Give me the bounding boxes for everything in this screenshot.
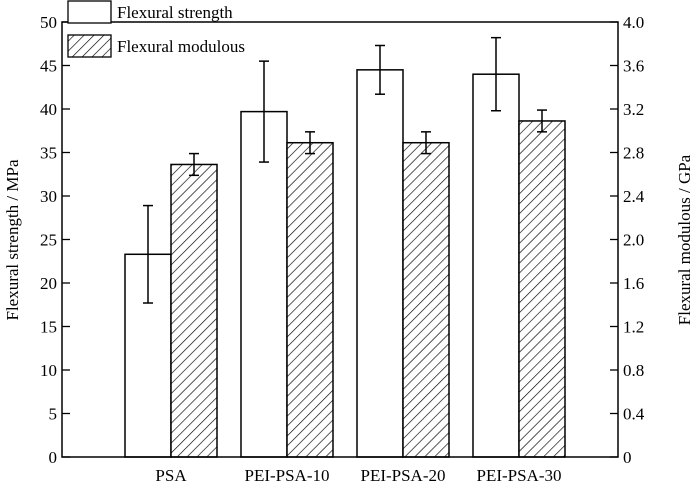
bar-flexural-strength bbox=[472, 73, 520, 458]
right-tick-label: 1.6 bbox=[623, 274, 644, 293]
category-label: PSA bbox=[155, 466, 187, 485]
left-tick-label: 35 bbox=[40, 144, 57, 163]
right-axis-title: Flexural modulous / GPa bbox=[675, 154, 694, 325]
legend-swatch-flexural-strength bbox=[67, 0, 112, 24]
left-tick-label: 5 bbox=[49, 405, 58, 424]
right-tick-label: 2.0 bbox=[623, 231, 644, 250]
category-labels: PSA PEI-PSA-10 PEI-PSA-20 PEI-PSA-30 bbox=[155, 466, 561, 485]
right-tick-label: 1.2 bbox=[623, 318, 644, 337]
left-axis-ticks: 0 5 10 15 20 25 30 35 40 45 50 bbox=[40, 13, 70, 467]
left-tick-label: 15 bbox=[40, 318, 57, 337]
right-tick-label: 3.2 bbox=[623, 100, 644, 119]
left-axis-title: Flexural strength / MPa bbox=[3, 159, 22, 320]
error-bar bbox=[259, 60, 269, 163]
bar-flexural-modulous bbox=[518, 120, 566, 458]
category-label: PEI-PSA-10 bbox=[244, 466, 329, 485]
error-bar bbox=[491, 36, 501, 112]
bar-flexural-modulous bbox=[402, 141, 450, 458]
left-tick-label: 10 bbox=[40, 361, 57, 380]
legend-label-flexural-strength: Flexural strength bbox=[117, 3, 233, 22]
category-label: PEI-PSA-30 bbox=[476, 466, 561, 485]
right-tick-label: 3.6 bbox=[623, 57, 644, 76]
right-tick-label: 0 bbox=[623, 448, 632, 467]
error-bar bbox=[421, 131, 431, 155]
left-tick-label: 50 bbox=[40, 13, 57, 32]
error-bars-layer bbox=[143, 36, 547, 304]
left-tick-label: 30 bbox=[40, 187, 57, 206]
right-tick-label: 0.4 bbox=[623, 405, 645, 424]
category-label: PEI-PSA-20 bbox=[360, 466, 445, 485]
error-bar bbox=[189, 152, 199, 177]
bar-flexural-strength bbox=[356, 69, 404, 458]
legend-label-flexural-modulous: Flexural modulous bbox=[117, 37, 245, 56]
right-axis-ticks: 0 0.4 0.8 1.2 1.6 2.0 2.4 2.8 3.2 3.6 4.0 bbox=[610, 13, 645, 467]
error-bar bbox=[537, 109, 547, 133]
error-bar bbox=[375, 44, 385, 95]
bars-layer bbox=[124, 69, 566, 458]
left-tick-label: 40 bbox=[40, 100, 57, 119]
bar-flexural-strength bbox=[240, 110, 288, 458]
left-tick-label: 0 bbox=[49, 448, 58, 467]
bar-flexural-modulous bbox=[170, 163, 218, 458]
legend-swatch-flexural-modulous bbox=[67, 34, 112, 58]
left-tick-label: 45 bbox=[40, 57, 57, 76]
legend: Flexural strength Flexural modulous bbox=[67, 0, 245, 58]
bar-flexural-modulous bbox=[286, 141, 334, 458]
error-bar bbox=[305, 131, 315, 155]
right-tick-label: 0.8 bbox=[623, 361, 644, 380]
left-tick-label: 25 bbox=[40, 231, 57, 250]
error-bar bbox=[143, 204, 153, 304]
right-tick-label: 2.4 bbox=[623, 187, 645, 206]
right-tick-label: 2.8 bbox=[623, 144, 644, 163]
left-tick-label: 20 bbox=[40, 274, 57, 293]
right-tick-label: 4.0 bbox=[623, 13, 644, 32]
